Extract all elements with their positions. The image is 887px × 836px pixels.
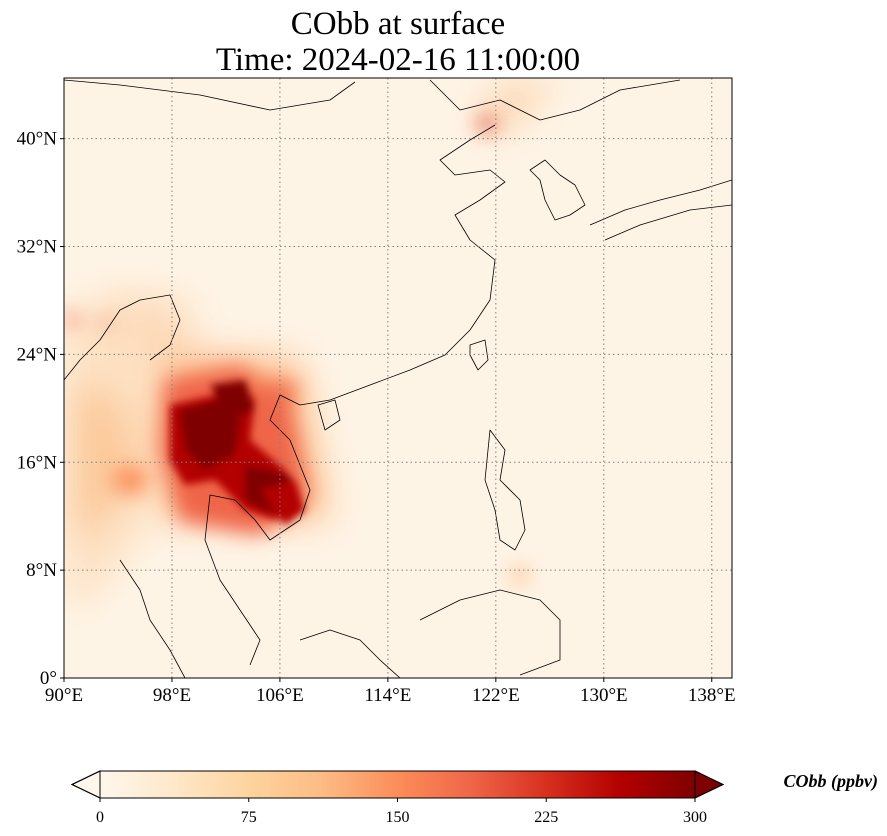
lat-tick-label: 32°N [17, 237, 58, 258]
colorbar-tick-label: 300 [683, 809, 707, 826]
lon-tick-label: 114°E [364, 685, 411, 706]
colorbar-min-extension [70, 770, 101, 799]
gridlines [64, 78, 732, 678]
latitude-axis: 0° 8°N 16°N 24°N 32°N 40°N [17, 129, 64, 689]
lon-tick-label: 106°E [256, 685, 304, 706]
lat-tick-label: 8°N [26, 560, 57, 581]
colorbar-label: CObb (ppbv) [784, 771, 878, 792]
plot-time-subtitle: Time: 2024-02-16 11:00:00 [215, 42, 581, 78]
colorbar-ticks: 0 75 150 225 300 [96, 798, 707, 826]
colorbar: 0 75 150 225 300 CObb (ppbv) [70, 770, 878, 826]
map-panel [64, 78, 732, 678]
lat-tick-label: 0° [40, 668, 57, 689]
lon-tick-label: 90°E [45, 685, 83, 706]
lon-tick-label: 122°E [472, 685, 520, 706]
lon-tick-label: 130°E [580, 685, 628, 706]
plot-title: CObb at surface [290, 6, 506, 42]
lat-tick-label: 16°N [17, 452, 58, 473]
colorbar-tick-label: 75 [241, 809, 257, 826]
colorbar-tick-label: 150 [386, 809, 410, 826]
coastlines [64, 79, 732, 678]
lon-tick-label: 138°E [688, 685, 736, 706]
lon-tick-label: 98°E [153, 685, 191, 706]
longitude-axis: 90°E 98°E 106°E 114°E 122°E 130°E 138°E [45, 678, 736, 706]
concentration-field [64, 78, 560, 610]
colorbar-tick-label: 0 [96, 809, 104, 826]
colorbar-tick-label: 225 [534, 809, 558, 826]
colorbar-max-extension [694, 770, 725, 799]
map-frame [63, 77, 733, 679]
lat-tick-label: 24°N [17, 344, 58, 365]
colorbar-gradient [100, 771, 695, 798]
lat-tick-label: 40°N [17, 129, 58, 150]
